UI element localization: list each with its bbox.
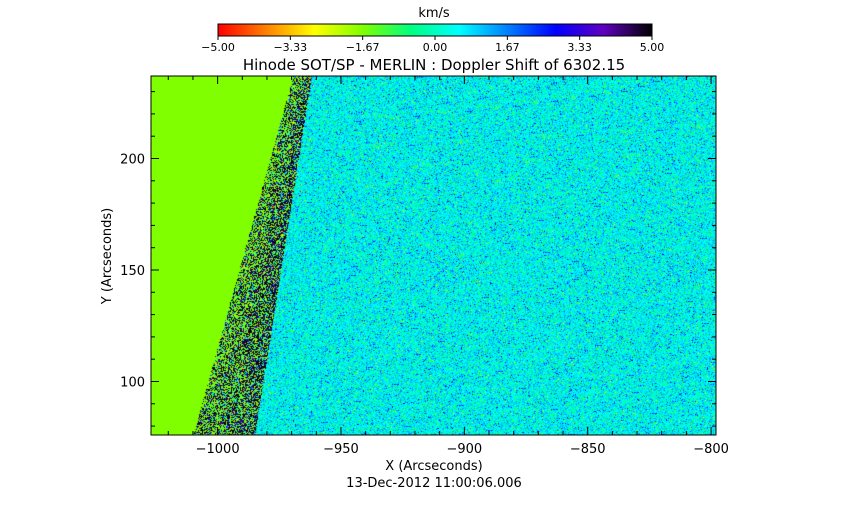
colorbar-tick-label: −1.67 [346, 41, 380, 54]
timestamp: 13-Dec-2012 11:00:06.006 [346, 476, 522, 491]
colorbar-tick-label: −3.33 [273, 41, 307, 54]
colorbar-tick-label: 5.00 [640, 41, 665, 54]
x-tick-label: −850 [570, 442, 606, 457]
x-tick-label: −900 [446, 442, 482, 457]
colorbar [217, 23, 653, 37]
x-axis-label: X (Arcseconds) [385, 459, 482, 474]
colorbar-tick-label: 3.33 [567, 41, 592, 54]
plot-frame [150, 75, 717, 436]
doppler-map [151, 76, 716, 435]
y-axis-label: Y (Arcseconds) [100, 208, 115, 305]
x-axis-ticks: −1000 −950 −900 −850 −800 [167, 76, 729, 457]
y-tick-label: 150 [120, 264, 145, 279]
colorbar-tick-label: 0.00 [423, 41, 448, 54]
colorbar-tick-label: 1.67 [495, 41, 520, 54]
doppler-heatmap-image [151, 76, 716, 435]
colorbar-ticks: −5.00 −3.33 −1.67 0.00 1.67 3.33 5.00 [201, 36, 664, 54]
x-tick-label: −800 [693, 442, 729, 457]
colorbar-tick-label: −5.00 [201, 41, 235, 54]
y-tick-label: 100 [120, 375, 145, 390]
x-tick-label: −950 [323, 442, 359, 457]
colorbar-label: km/s [418, 6, 450, 21]
y-axis-ticks: 100 150 200 [120, 91, 716, 427]
y-tick-label: 200 [120, 153, 145, 168]
x-tick-label: −1000 [196, 442, 240, 457]
chart-title: Hinode SOT/SP - MERLIN : Doppler Shift o… [243, 56, 625, 74]
